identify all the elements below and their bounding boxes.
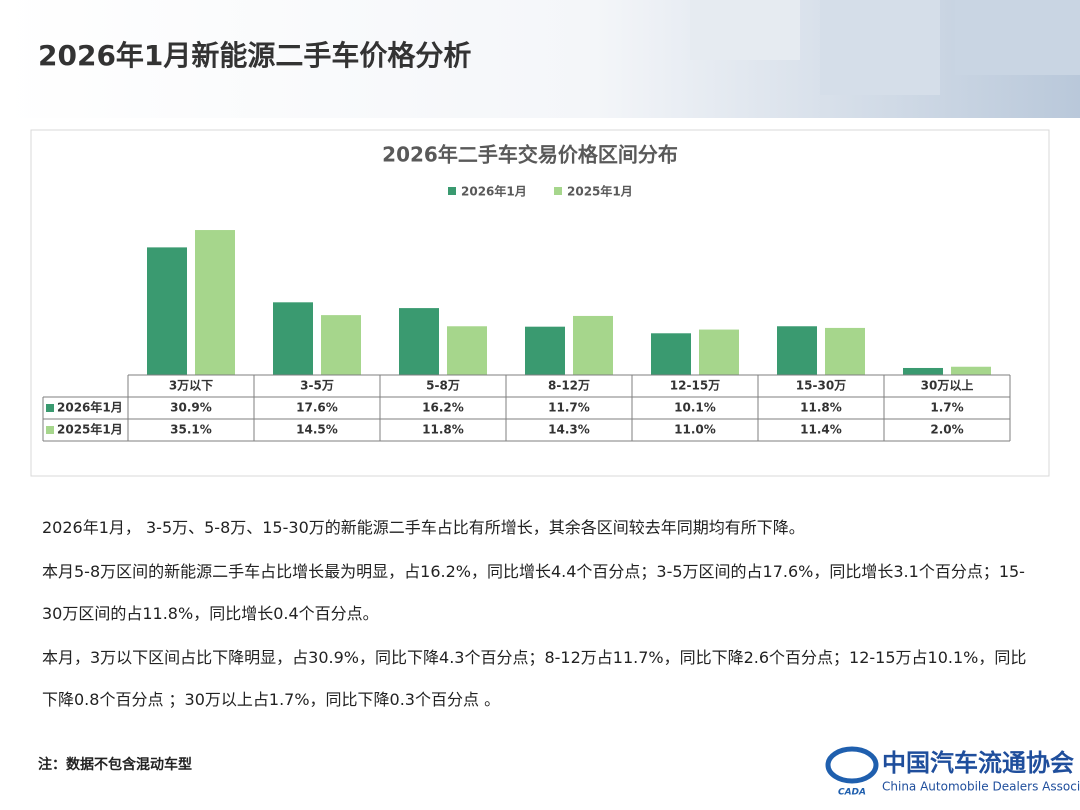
bar: [447, 326, 487, 375]
bar: [777, 326, 817, 375]
logo-name: 中国汽车流通协会: [882, 749, 1074, 777]
x-tick-label: 30万以上: [921, 378, 974, 393]
logo-subtitle: China Automobile Dealers Association: [882, 780, 1080, 794]
table-key: [46, 404, 54, 412]
table-value: 11.7%: [548, 401, 590, 415]
bar: [825, 327, 865, 375]
table-value: 11.8%: [422, 423, 464, 437]
x-tick-label: 8-12万: [548, 379, 590, 393]
x-tick-label: 15-30万: [796, 379, 846, 393]
logo-mark: CADA: [838, 788, 866, 798]
table-value: 2.0%: [930, 423, 963, 437]
bar: [321, 315, 361, 375]
table-row-label: 2025年1月: [57, 422, 123, 437]
bar: [195, 230, 235, 375]
note: 注：数据不包含混动车型: [38, 756, 192, 773]
bar: [273, 302, 313, 375]
table-value: 14.3%: [548, 423, 590, 437]
bar: [147, 247, 187, 375]
paragraph: 本月，3万以下区间占比下降明显，占30.9%，同比下降4.3个百分点；8-12万…: [42, 648, 1027, 709]
table-key: [46, 426, 54, 434]
table-value: 16.2%: [422, 401, 464, 415]
bar: [903, 367, 943, 375]
table-value: 10.1%: [674, 401, 716, 415]
paragraph: 本月5-8万区间的新能源二手车占比增长最为明显，占16.2%，同比增长4.4个百…: [42, 562, 1025, 623]
bar: [573, 315, 613, 375]
table-value: 11.4%: [800, 423, 842, 437]
table-value: 11.8%: [800, 401, 842, 415]
chart-title: 2026年二手车交易价格区间分布: [382, 143, 678, 167]
logo-ring: [825, 746, 879, 784]
legend-label: 2025年1月: [567, 184, 633, 199]
bar: [951, 366, 991, 375]
x-tick-label: 3万以下: [169, 379, 213, 393]
x-tick-label: 12-15万: [670, 379, 720, 393]
legend-swatch: [448, 187, 456, 195]
table-value: 17.6%: [296, 401, 338, 415]
bar: [651, 333, 691, 375]
header-cube: [690, 0, 800, 60]
x-tick-label: 3-5万: [300, 379, 334, 393]
legend-swatch: [554, 187, 562, 195]
table-value: 1.7%: [930, 401, 963, 415]
legend-label: 2026年1月: [461, 184, 527, 199]
table-row-label: 2026年1月: [57, 400, 123, 415]
table-value: 14.5%: [296, 423, 338, 437]
table-value: 35.1%: [170, 423, 212, 437]
x-tick-label: 5-8万: [426, 379, 460, 393]
header-cube: [955, 0, 1080, 75]
bar: [699, 329, 739, 375]
bar: [399, 308, 439, 375]
page-title: 2026年1月新能源二手车价格分析: [38, 39, 471, 72]
bar: [525, 326, 565, 375]
table-value: 30.9%: [170, 401, 212, 415]
header-cube: [820, 0, 940, 95]
table-value: 11.0%: [674, 423, 716, 437]
paragraph: 2026年1月， 3-5万、5-8万、15-30万的新能源二手车占比有所增长，其…: [42, 518, 805, 537]
